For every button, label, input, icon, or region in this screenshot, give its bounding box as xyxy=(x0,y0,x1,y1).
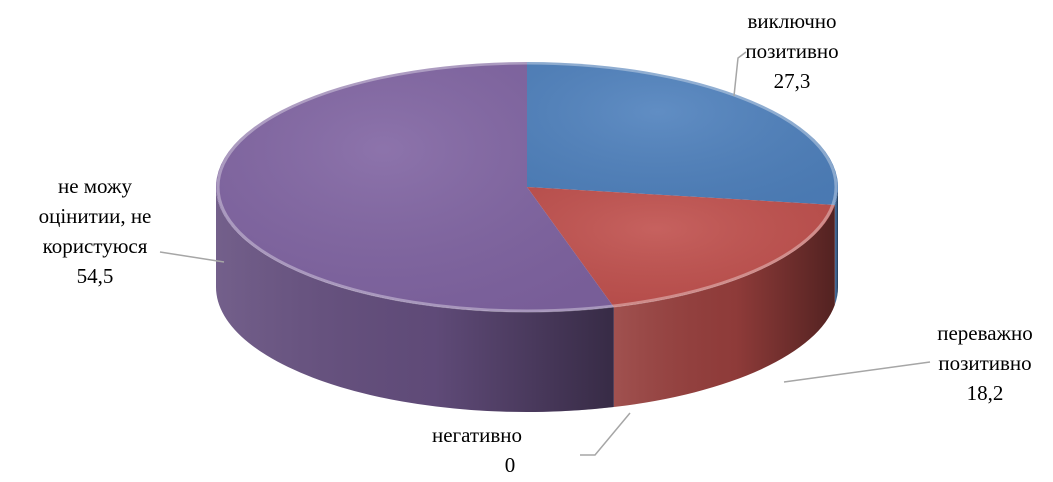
pie-bevel xyxy=(216,61,838,313)
pie-slice-gloss-3 xyxy=(216,62,614,312)
slice-label-line-1-0: переважно xyxy=(937,321,1033,345)
leader-line-0 xyxy=(733,51,747,97)
slice-value-0: 27,3 xyxy=(774,69,811,93)
slice-label-0: виключно позитивно 27,3 xyxy=(745,9,838,93)
slice-label-line-3-1: оцінитии, не xyxy=(39,204,152,228)
pie-side-shade-3 xyxy=(216,187,614,413)
pie-slice-gloss-1 xyxy=(527,187,835,308)
slice-label-2: негативно 0 xyxy=(432,423,522,477)
slice-label-1: переважно позитивно 18,2 xyxy=(937,321,1033,405)
slice-label-3: не можу оцінитии, не користуюся 54,5 xyxy=(39,174,152,288)
slice-label-line-0-1: позитивно xyxy=(745,39,838,63)
leader-line-1 xyxy=(783,361,931,383)
pie-tops xyxy=(216,62,839,312)
slice-label-line-3-2: користуюся xyxy=(43,234,148,258)
pie-sides xyxy=(216,187,838,413)
slice-label-line-2-0: негативно xyxy=(432,423,522,447)
leader-line-2 xyxy=(580,412,631,456)
pie-side-shade-1 xyxy=(613,205,835,408)
slice-value-3: 54,5 xyxy=(77,264,114,288)
slice-value-1: 18,2 xyxy=(967,381,1004,405)
slice-label-line-3-0: не можу xyxy=(58,174,133,198)
leader-line-3 xyxy=(159,251,225,263)
leader-lines xyxy=(159,51,931,456)
slice-value-2: 0 xyxy=(505,453,516,477)
pie-side-shade-0 xyxy=(834,187,838,305)
slice-labels: виключно позитивно 27,3 переважно позитивно 1… xyxy=(39,9,1033,477)
pie-rim xyxy=(216,61,838,313)
slice-label-line-0-0: виключно xyxy=(747,9,836,33)
slice-label-line-1-1: позитивно xyxy=(938,351,1031,375)
pie-slice-gloss-0 xyxy=(527,62,839,205)
